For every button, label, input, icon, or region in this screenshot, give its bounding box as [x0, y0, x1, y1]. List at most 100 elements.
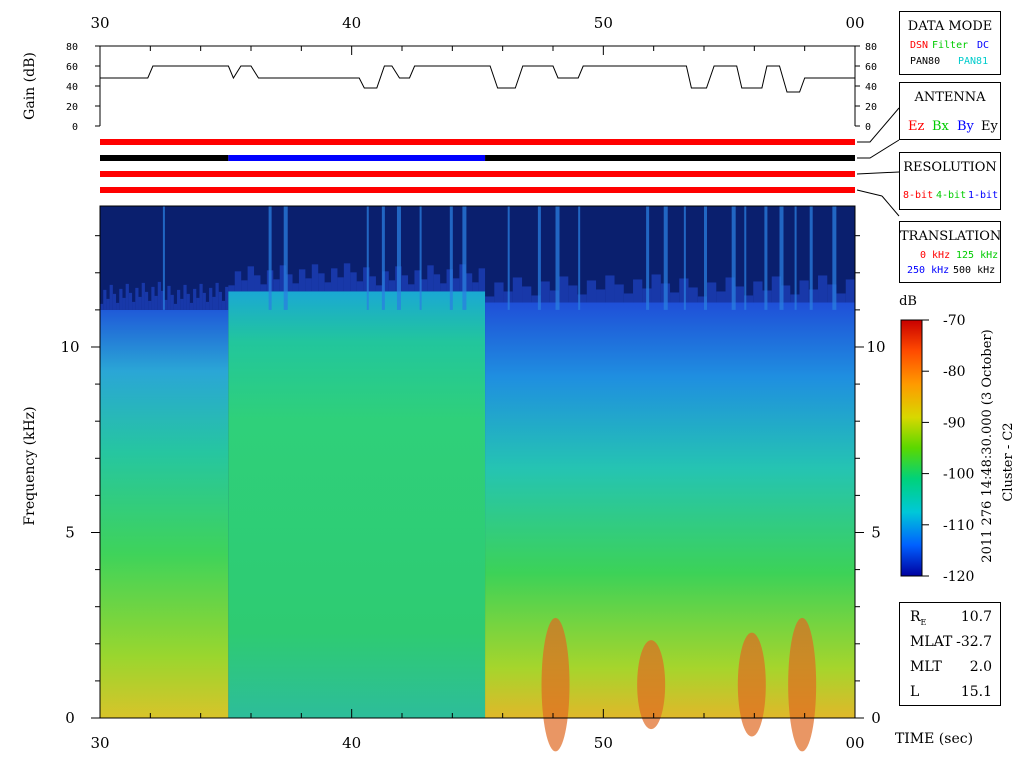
spectrogram-burst — [381, 206, 385, 310]
spectrogram-edge-noise — [128, 292, 133, 310]
resolution-8bit: 8-bit — [903, 190, 934, 201]
spectrogram-edge-noise — [771, 276, 782, 303]
gain-axis-label: Gain (dB) — [22, 52, 38, 120]
spectrogram-edge-noise — [138, 296, 142, 310]
spectrogram-edge-noise — [512, 277, 523, 303]
spectrogram-edge-noise — [414, 270, 421, 292]
spectrogram-edge-noise — [596, 289, 606, 303]
data-mode-filter: Filter — [932, 40, 969, 51]
gain-left-tick-label: 20 — [66, 102, 78, 113]
info-label-mlat: MLAT — [910, 634, 953, 650]
spectrogram-burst — [809, 206, 813, 310]
spectrogram-edge-noise — [209, 287, 213, 310]
spectrogram-edge-noise — [260, 284, 267, 292]
spectrogram-frame — [99, 205, 856, 719]
spectrogram-edge-noise — [808, 289, 819, 303]
spectrogram-edge-noise — [318, 273, 325, 292]
spectrogram-edge-noise — [164, 299, 168, 310]
spectrogram-edge-noise — [614, 284, 624, 303]
spectrogram-edge-noise — [433, 274, 441, 292]
spectrogram-burst — [419, 206, 422, 310]
freq-left-tick-label: 5 — [65, 523, 75, 541]
info-value-l: 15.1 — [960, 684, 992, 700]
spectrogram-edge-noise — [836, 293, 846, 303]
spectrogram-edge-noise — [112, 293, 117, 310]
gain-right-tick-label: 40 — [865, 82, 877, 93]
spectrogram-edge-noise — [154, 295, 158, 310]
status-bar-translation — [100, 187, 855, 193]
info-label-l: L — [910, 684, 920, 700]
spectrogram-edge-noise — [382, 271, 389, 292]
spectrogram-edge-noise — [247, 266, 255, 292]
spectrogram-edge-noise — [241, 280, 248, 292]
gain-right-tick-label: 20 — [865, 102, 877, 113]
info-row-re: RE 10.7 — [910, 609, 992, 627]
colorbar-tick-label: -90 — [943, 415, 966, 431]
spectrogram-burst — [162, 206, 165, 310]
info-label-re: R — [910, 609, 921, 625]
spectrogram-edge-noise — [148, 300, 152, 310]
spectrogram-edge-noise — [356, 281, 364, 292]
spectrogram-edge-noise — [350, 272, 357, 292]
spectrogram-edge-noise — [212, 296, 216, 310]
spectrogram-burst — [449, 206, 453, 310]
spectrogram-edge-noise — [651, 274, 661, 303]
spectrogram-edge-noise — [286, 274, 293, 292]
spectrogram-edge-noise — [119, 288, 123, 310]
spectrogram-edge-noise — [189, 302, 194, 310]
gain-right-tick-label: 0 — [865, 122, 871, 133]
spectrogram-edge-noise — [363, 267, 370, 292]
info-value-re: 10.7 — [960, 609, 992, 625]
spectrogram-edge-noise — [100, 303, 104, 310]
spectrogram-edge-noise — [716, 291, 726, 303]
spectrogram-edge-noise — [205, 301, 210, 310]
legend-connector — [857, 139, 900, 159]
timestamp-label: 2011 276 14:48:30.000 (3 October) — [980, 329, 995, 562]
spectrogram-edge-noise — [549, 290, 560, 303]
spectrogram-edge-noise — [193, 288, 197, 310]
colorbar-tick-label: -110 — [943, 518, 974, 534]
spectrogram-edge-noise — [697, 296, 708, 303]
spectrogram-edge-noise — [531, 295, 541, 303]
bottom-time-tick-label: 40 — [342, 734, 361, 752]
spectrogram-edge-noise — [452, 278, 460, 292]
spectrogram-edge-noise — [375, 285, 383, 292]
spectrogram-burst — [731, 206, 736, 310]
info-label-mlt: MLT — [910, 659, 942, 675]
gain-left-tick-label: 80 — [66, 42, 78, 53]
spectrogram-edge-noise — [132, 301, 136, 310]
spectrogram-edge-noise — [177, 289, 181, 310]
spectrogram-edge-noise — [753, 281, 763, 303]
spectrogram-edge-noise — [305, 278, 312, 292]
spectrogram-edge-noise — [401, 275, 409, 292]
info-row-mlt: MLT 2.0 — [910, 659, 992, 675]
colorbar — [900, 319, 923, 577]
top-time-tick-label: 40 — [342, 14, 361, 32]
info-row-l: L 15.1 — [910, 684, 992, 700]
translation-125khz: 125 kHz — [956, 250, 999, 261]
spectrogram-edge-noise — [427, 265, 434, 292]
spectrogram-edge-noise — [234, 271, 242, 292]
spectrogram-hot-patch — [788, 617, 817, 752]
spectrogram-burst — [683, 206, 686, 310]
spectrogram-edge-noise — [707, 282, 717, 303]
spectrogram-edge-noise — [311, 264, 319, 292]
spectrogram-burst — [832, 206, 837, 310]
gain-left-tick-label: 0 — [72, 122, 78, 133]
spectrogram-region — [100, 309, 229, 718]
gain-curve — [100, 65, 855, 93]
spectrogram-edge-noise — [228, 285, 235, 292]
spectrogram-edge-noise — [623, 293, 634, 303]
spectrogram-edge-noise — [202, 292, 206, 310]
legend-connector — [856, 189, 900, 217]
legend-connector — [856, 171, 900, 175]
antenna-title: ANTENNA — [914, 90, 986, 105]
freq-right-tick-label: 0 — [871, 709, 881, 727]
spectrogram-edge-noise — [827, 284, 837, 303]
gain-left-tick-label: 40 — [66, 82, 78, 93]
top-time-tick-label: 30 — [90, 14, 109, 32]
spectrogram-edge-noise — [799, 280, 809, 303]
spectrogram-edge-noise — [279, 265, 287, 292]
spectrogram-edge-noise — [408, 284, 415, 292]
